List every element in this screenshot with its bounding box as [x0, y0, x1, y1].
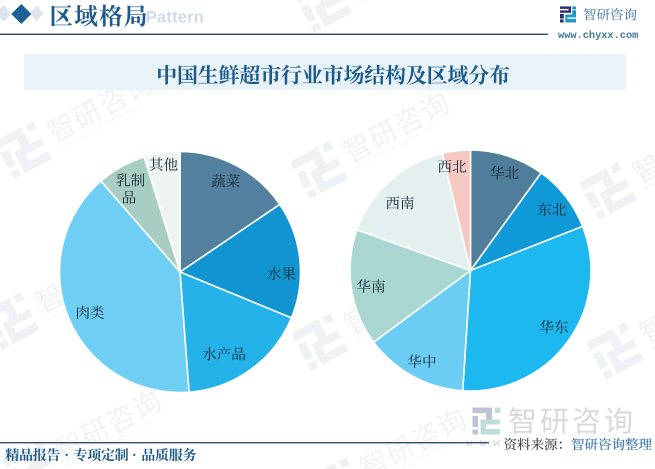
svg-text:www: www: [466, 438, 507, 450]
svg-text:www.chyxx.com: www.chyxx.com: [558, 30, 638, 42]
svg-text:Pattern: Pattern: [146, 8, 204, 26]
